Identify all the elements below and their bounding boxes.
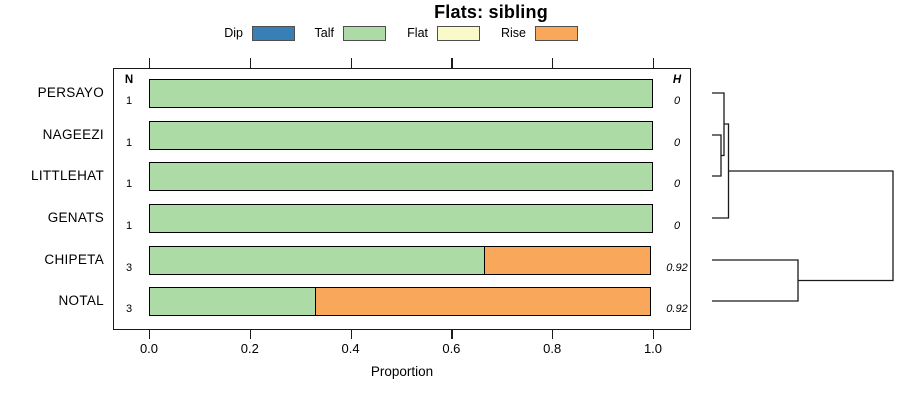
- bar-row: [149, 203, 653, 233]
- n-value: 1: [125, 94, 133, 107]
- x-tick-label: 0.2: [240, 341, 259, 356]
- legend-label-dip: Dip: [224, 26, 243, 40]
- x-tick-label: 1.0: [643, 341, 663, 356]
- y-label-notal: NOTAL: [58, 293, 104, 308]
- h-value: 0: [673, 177, 681, 190]
- y-label-nageezi: NAGEEZI: [42, 127, 104, 142]
- bar-segment-talf: [149, 203, 653, 233]
- bar-segment-talf: [149, 161, 653, 191]
- h-column-header: H: [672, 74, 682, 86]
- bar-row: [149, 78, 653, 108]
- bar-segment-talf: [149, 78, 653, 108]
- dendrogram-branch: [712, 123, 730, 219]
- x-tick-label: 0.6: [442, 341, 461, 356]
- tick-mark-bottom: [249, 330, 252, 339]
- h-value: 0: [673, 94, 681, 107]
- dendrogram-branch: [712, 259, 799, 302]
- bar-row: [149, 161, 653, 191]
- bar-row: [149, 120, 653, 150]
- bar-segment-talf: [149, 286, 317, 316]
- n-value: 3: [125, 261, 133, 274]
- h-value: 0.92: [666, 302, 688, 315]
- bar-segment-rise: [483, 245, 652, 275]
- tick-mark-top: [552, 58, 554, 68]
- legend-label-rise: Rise: [500, 26, 526, 40]
- n-value: 3: [125, 302, 133, 315]
- plot-area-frame: [113, 68, 691, 330]
- legend-swatch-rise: [535, 26, 578, 41]
- h-value: 0.92: [666, 261, 688, 274]
- y-label-littlehat: LITTLEHAT: [31, 168, 104, 183]
- n-value: 1: [125, 177, 133, 190]
- legend-swatch-flat: [437, 26, 480, 41]
- bar-row: [149, 286, 653, 316]
- bar-segment-talf: [149, 120, 653, 150]
- tick-mark-top: [249, 58, 252, 68]
- y-label-chipeta: CHIPETA: [44, 252, 104, 267]
- legend-label-talf: Talf: [314, 26, 334, 40]
- n-value: 1: [125, 219, 133, 232]
- x-tick-label: 0.8: [543, 341, 562, 356]
- x-tick-label: 0.4: [341, 341, 360, 356]
- x-tick-label: 0.0: [139, 341, 159, 356]
- dendrogram-branch: [728, 170, 894, 282]
- tick-mark-top: [451, 58, 453, 68]
- chart-title: Flats: sibling: [434, 2, 548, 22]
- tick-mark-top: [149, 58, 151, 68]
- tick-mark-bottom: [451, 330, 453, 339]
- tick-mark-top: [350, 58, 352, 68]
- n-value: 1: [125, 136, 133, 149]
- tick-mark-top: [653, 58, 655, 68]
- bar-segment-rise: [315, 286, 652, 316]
- legend-swatch-talf: [343, 26, 386, 41]
- y-label-genats: GENATS: [47, 210, 104, 225]
- tick-mark-bottom: [350, 330, 352, 339]
- h-value: 0: [673, 136, 681, 149]
- bar-row: [149, 245, 653, 275]
- n-column-header: N: [124, 74, 134, 86]
- dendrogram-branch: [712, 92, 725, 157]
- h-value: 0: [673, 219, 681, 232]
- legend-label-flat: Flat: [407, 26, 428, 40]
- tick-mark-bottom: [653, 330, 655, 339]
- x-axis-title: Proportion: [370, 364, 434, 379]
- bar-segment-talf: [149, 245, 486, 275]
- legend-swatch-dip: [252, 26, 295, 41]
- y-label-persayo: PERSAYO: [37, 85, 104, 100]
- tick-mark-bottom: [552, 330, 554, 339]
- tick-mark-bottom: [149, 330, 151, 339]
- dendrogram-branch: [712, 134, 722, 177]
